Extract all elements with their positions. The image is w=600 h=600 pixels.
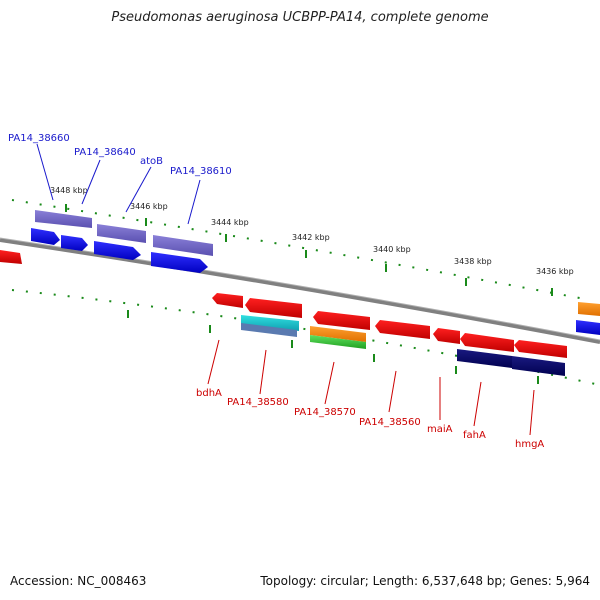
gene-arrow — [35, 210, 92, 228]
gene-label-bottom: hmgA — [515, 439, 544, 450]
upper-scale-arc — [11, 199, 591, 301]
gene-label-bottom: fahA — [463, 430, 486, 441]
bottom-strand-genes — [212, 293, 567, 376]
scale-label: 3448 kbp — [50, 186, 88, 195]
gene-label-bottom: PA14_38560 — [359, 417, 421, 428]
gene-arrow — [310, 335, 366, 349]
gene-arrow — [460, 333, 514, 352]
major-ticks — [65, 204, 553, 384]
topology-text: Topology: circular; Length: 6,537,648 bp… — [260, 574, 590, 588]
gene-arrow — [578, 302, 600, 316]
gene-arrow — [212, 293, 243, 308]
gene-label-top: atoB — [140, 156, 163, 167]
gene-arrow — [31, 228, 60, 245]
scale-label: 3440 kbp — [373, 245, 411, 254]
gene-arrow — [61, 235, 88, 251]
accession-text: Accession: NC_008463 — [10, 574, 147, 588]
gene-arrow — [241, 315, 299, 331]
gene-arrow — [0, 250, 22, 264]
genome-title: Pseudomonas aeruginosa UCBPP-PA14, compl… — [111, 10, 489, 25]
gene-label-top: PA14_38610 — [170, 166, 232, 177]
bottom-leader-lines — [207, 339, 535, 436]
gene-arrow — [153, 235, 213, 256]
scale-label: 3436 kbp — [536, 267, 574, 276]
scale-label: 3438 kbp — [454, 257, 492, 266]
scale-label: 3446 kbp — [130, 202, 168, 211]
scale-label: 3442 kbp — [292, 233, 330, 242]
gene-label-bottom: PA14_38570 — [294, 407, 356, 418]
gene-label-bottom: maiA — [427, 424, 453, 435]
gene-arrow — [151, 252, 208, 273]
gene-arrow — [375, 320, 430, 339]
gene-arrow — [97, 224, 146, 243]
top-leader-lines — [36, 143, 201, 225]
gene-arrow — [512, 356, 565, 376]
gene-label-top: PA14_38640 — [74, 147, 136, 158]
top-strand-genes — [0, 210, 600, 335]
genome-backbone — [0, 238, 600, 344]
gene-label-bottom: bdhA — [196, 388, 222, 399]
gene-arrow — [310, 326, 366, 342]
gene-arrow — [94, 241, 141, 260]
gene-arrow — [514, 340, 567, 358]
gene-label-bottom: PA14_38580 — [227, 397, 289, 408]
gene-arrow — [241, 323, 297, 337]
lower-scale-arc — [11, 289, 600, 386]
gene-label-top: PA14_38660 — [8, 133, 70, 144]
gene-arrow — [433, 328, 460, 344]
gene-arrow — [576, 320, 600, 335]
gene-arrow — [245, 298, 302, 318]
gene-arrow — [457, 349, 512, 368]
gene-arrow — [313, 311, 370, 330]
scale-label: 3444 kbp — [211, 218, 249, 227]
